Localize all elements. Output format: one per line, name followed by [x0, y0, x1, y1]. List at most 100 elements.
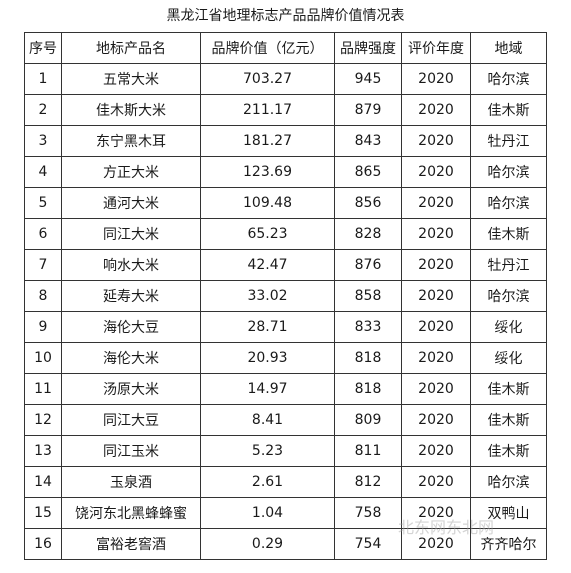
- cell-strength: 945: [334, 63, 402, 95]
- cell-index: 2: [24, 94, 62, 126]
- header-cell-strength: 品牌强度: [334, 32, 402, 64]
- cell-value: 181.27: [200, 125, 335, 157]
- cell-index: 13: [24, 435, 62, 467]
- cell-value: 109.48: [200, 187, 335, 219]
- cell-product: 方正大米: [61, 156, 201, 188]
- cell-index: 5: [24, 187, 62, 219]
- cell-strength: 811: [334, 435, 402, 467]
- cell-year: 2020: [401, 280, 471, 312]
- cell-index: 12: [24, 404, 62, 436]
- cell-value: 0.29: [200, 528, 335, 560]
- cell-product: 同江大米: [61, 218, 201, 250]
- table-title: 黑龙江省地理标志产品品牌价值情况表: [166, 8, 405, 24]
- cell-year: 2020: [401, 528, 471, 560]
- cell-value: 123.69: [200, 156, 335, 188]
- cell-region: 哈尔滨: [470, 187, 547, 219]
- cell-index: 11: [24, 373, 62, 405]
- brand-value-table: 序号 地标产品名 品牌价值（亿元） 品牌强度 评价年度 地域 1 五常大米 703.…: [24, 32, 547, 560]
- cell-year: 2020: [401, 311, 471, 343]
- cell-index: 14: [24, 466, 62, 498]
- cell-index: 4: [24, 156, 62, 188]
- cell-strength: 879: [334, 94, 402, 126]
- cell-value: 42.47: [200, 249, 335, 281]
- cell-year: 2020: [401, 342, 471, 374]
- cell-year: 2020: [401, 373, 471, 405]
- cell-product: 通河大米: [61, 187, 201, 219]
- cell-value: 20.93: [200, 342, 335, 374]
- table-row: 13 同江玉米 5.23 811 2020 佳木斯: [24, 435, 547, 467]
- table-row: 16 富裕老窖酒 0.29 754 2020 齐齐哈尔: [24, 528, 547, 560]
- cell-region: 哈尔滨: [470, 156, 547, 188]
- cell-region: 佳木斯: [470, 373, 547, 405]
- cell-region: 佳木斯: [470, 435, 547, 467]
- cell-strength: 754: [334, 528, 402, 560]
- cell-value: 28.71: [200, 311, 335, 343]
- cell-product: 海伦大米: [61, 342, 201, 374]
- cell-value: 2.61: [200, 466, 335, 498]
- cell-year: 2020: [401, 187, 471, 219]
- cell-strength: 828: [334, 218, 402, 250]
- cell-region: 绥化: [470, 342, 547, 374]
- cell-region: 齐齐哈尔: [470, 528, 547, 560]
- cell-strength: 833: [334, 311, 402, 343]
- cell-region: 哈尔滨: [470, 280, 547, 312]
- cell-region: 牡丹江: [470, 249, 547, 281]
- cell-value: 703.27: [200, 63, 335, 95]
- cell-region: 牡丹江: [470, 125, 547, 157]
- table-row: 6 同江大米 65.23 828 2020 佳木斯: [24, 218, 547, 250]
- cell-index: 16: [24, 528, 62, 560]
- cell-index: 15: [24, 497, 62, 529]
- cell-strength: 812: [334, 466, 402, 498]
- header-cell-region: 地域: [470, 32, 547, 64]
- cell-year: 2020: [401, 218, 471, 250]
- cell-product: 响水大米: [61, 249, 201, 281]
- cell-strength: 818: [334, 373, 402, 405]
- cell-index: 3: [24, 125, 62, 157]
- table-row: 4 方正大米 123.69 865 2020 哈尔滨: [24, 156, 547, 188]
- cell-value: 65.23: [200, 218, 335, 250]
- cell-product: 同江大豆: [61, 404, 201, 436]
- table-row: 14 玉泉酒 2.61 812 2020 哈尔滨: [24, 466, 547, 498]
- cell-strength: 843: [334, 125, 402, 157]
- cell-region: 哈尔滨: [470, 466, 547, 498]
- cell-year: 2020: [401, 156, 471, 188]
- cell-year: 2020: [401, 94, 471, 126]
- cell-index: 10: [24, 342, 62, 374]
- cell-product: 汤原大米: [61, 373, 201, 405]
- cell-index: 8: [24, 280, 62, 312]
- table-row: 2 佳木斯大米 211.17 879 2020 佳木斯: [24, 94, 547, 126]
- cell-product: 东宁黑木耳: [61, 125, 201, 157]
- cell-strength: 758: [334, 497, 402, 529]
- cell-product: 饶河东北黑蜂蜂蜜: [61, 497, 201, 529]
- cell-strength: 818: [334, 342, 402, 374]
- table-row: 12 同江大豆 8.41 809 2020 佳木斯: [24, 404, 547, 436]
- cell-value: 5.23: [200, 435, 335, 467]
- cell-strength: 858: [334, 280, 402, 312]
- cell-year: 2020: [401, 497, 471, 529]
- table-row: 11 汤原大米 14.97 818 2020 佳木斯: [24, 373, 547, 405]
- header-row: 序号 地标产品名 品牌价值（亿元） 品牌强度 评价年度 地域: [24, 32, 547, 64]
- cell-value: 1.04: [200, 497, 335, 529]
- cell-region: 双鸭山: [470, 497, 547, 529]
- cell-year: 2020: [401, 404, 471, 436]
- cell-product: 海伦大豆: [61, 311, 201, 343]
- cell-strength: 876: [334, 249, 402, 281]
- cell-index: 9: [24, 311, 62, 343]
- table-row: 3 东宁黑木耳 181.27 843 2020 牡丹江: [24, 125, 547, 157]
- cell-value: 14.97: [200, 373, 335, 405]
- table-row: 10 海伦大米 20.93 818 2020 绥化: [24, 342, 547, 374]
- cell-region: 绥化: [470, 311, 547, 343]
- cell-product: 延寿大米: [61, 280, 201, 312]
- cell-index: 1: [24, 63, 62, 95]
- table-row: 8 延寿大米 33.02 858 2020 哈尔滨: [24, 280, 547, 312]
- cell-value: 33.02: [200, 280, 335, 312]
- cell-product: 富裕老窖酒: [61, 528, 201, 560]
- table-row: 7 响水大米 42.47 876 2020 牡丹江: [24, 249, 547, 281]
- cell-product: 五常大米: [61, 63, 201, 95]
- cell-product: 佳木斯大米: [61, 94, 201, 126]
- cell-region: 佳木斯: [470, 218, 547, 250]
- header-cell-index: 序号: [24, 32, 62, 64]
- header-cell-year: 评价年度: [401, 32, 471, 64]
- cell-year: 2020: [401, 125, 471, 157]
- cell-index: 6: [24, 218, 62, 250]
